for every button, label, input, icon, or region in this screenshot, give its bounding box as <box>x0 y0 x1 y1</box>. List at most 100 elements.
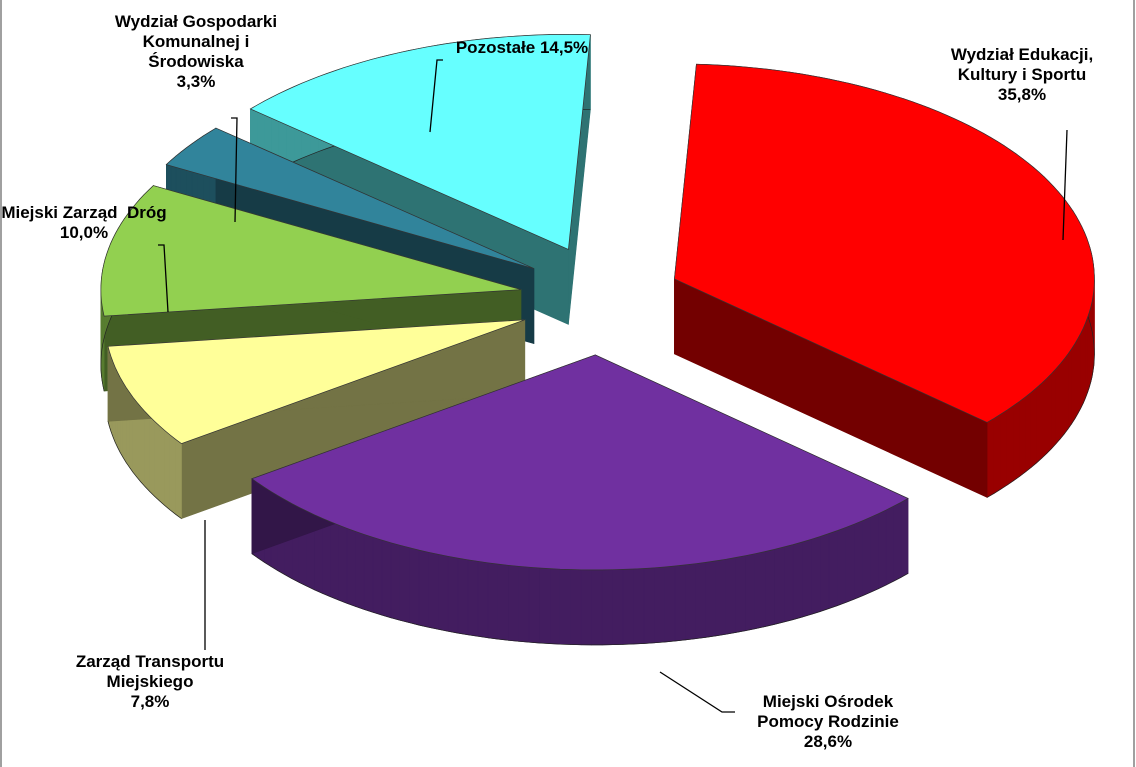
slice-side <box>518 565 530 643</box>
slice-side <box>1060 358 1065 440</box>
slice-side <box>1013 400 1020 482</box>
slice-side <box>725 557 736 635</box>
slice-side <box>1067 347 1072 430</box>
slice-side <box>1025 391 1032 473</box>
slice-side <box>993 413 1002 494</box>
slice-side <box>329 521 339 601</box>
slice-side <box>409 547 420 626</box>
slice-top <box>165 127 535 269</box>
slice-side <box>792 541 803 620</box>
slice-side <box>862 516 872 597</box>
slice-side <box>164 429 171 511</box>
leader-line <box>659 671 735 713</box>
slice-side <box>819 533 830 612</box>
slice-side <box>175 438 182 520</box>
slice-side <box>764 549 775 627</box>
slice-top <box>107 319 525 444</box>
slice-side <box>363 533 374 613</box>
slice-side <box>986 417 995 498</box>
slice-side <box>653 566 666 644</box>
slice-side <box>705 560 717 638</box>
slice-side <box>870 513 879 593</box>
slice <box>674 63 1095 498</box>
slice-side <box>1074 337 1079 420</box>
category-label: Wydział Gospodarki Komunalnej i Środowis… <box>114 12 282 71</box>
leader-line <box>231 117 238 223</box>
slice-side <box>447 555 459 634</box>
slice-side <box>885 505 894 586</box>
data-label: Miejski Ośrodek Pomocy Rodzinie 28,6% <box>728 692 928 752</box>
slice-side <box>467 559 479 637</box>
data-label: Miejski Zarząd Dróg 10,0% <box>0 203 184 243</box>
data-label: Wydział Edukacji, Kultury i Sportu 35,8% <box>935 45 1110 105</box>
slice-side <box>390 542 401 621</box>
slice-outline <box>107 421 182 519</box>
slice-top <box>100 185 521 317</box>
slice-side <box>149 415 155 497</box>
slice <box>251 354 909 646</box>
leader-line <box>158 244 169 313</box>
value-label: 28,6% <box>803 732 853 751</box>
slice-side <box>508 564 520 642</box>
data-label: Pozostałe 14,5% <box>412 38 632 58</box>
slice-side <box>437 553 449 632</box>
leader-lines <box>158 59 1068 713</box>
slice-side <box>754 551 766 630</box>
value-label: 14,5% <box>539 38 589 57</box>
value-label: 35,8% <box>997 85 1047 104</box>
pie <box>100 34 1095 646</box>
slice-side <box>372 536 383 616</box>
slice-side <box>893 501 902 582</box>
slice-side <box>457 557 469 636</box>
slice-side <box>745 553 756 632</box>
slice-side <box>684 563 696 641</box>
slice-side <box>1055 363 1061 445</box>
slice-side <box>810 536 821 615</box>
category-label: Miejski Zarząd Dróg <box>1 203 167 222</box>
slice-side <box>695 562 706 640</box>
slice-outline <box>251 553 909 646</box>
slice-side <box>878 509 887 590</box>
slice-side <box>1077 333 1081 414</box>
slice-top <box>674 63 1095 423</box>
slice-side <box>1000 409 1008 490</box>
category-label: Pozostałe <box>455 38 536 57</box>
slice-side <box>591 569 603 646</box>
slice-side <box>559 568 572 645</box>
slice-top <box>251 354 909 571</box>
slice-side <box>477 560 489 639</box>
slice-side <box>1030 387 1037 469</box>
leader-line <box>1062 129 1068 241</box>
slice-side <box>774 546 785 625</box>
slice-side <box>570 569 582 646</box>
slice-side <box>144 411 150 493</box>
slice-side <box>549 568 561 645</box>
category-label: Zarząd Transportu Miejskiego <box>75 652 229 691</box>
slice-side <box>633 568 645 645</box>
slice-side <box>497 563 509 641</box>
slice-side <box>1019 396 1026 478</box>
category-label: Wydział Edukacji, Kultury i Sportu <box>950 45 1098 84</box>
slice-side <box>1041 377 1048 459</box>
slice-side <box>169 434 176 515</box>
slice-side <box>1051 367 1057 450</box>
data-label: Zarząd Transportu Miejskiego 7,8% <box>60 652 240 712</box>
value-label: 3,3% <box>176 72 216 91</box>
slice-side <box>321 517 331 598</box>
slice-side <box>487 562 499 640</box>
slice-side <box>643 567 655 644</box>
slice-side <box>418 549 429 628</box>
slice-side <box>1080 327 1084 409</box>
slice-side <box>622 568 634 645</box>
slice-side <box>837 526 847 606</box>
slice-side <box>828 530 839 609</box>
slice-side <box>845 523 855 603</box>
slice-side <box>783 544 794 623</box>
slice-side <box>674 564 686 642</box>
slice-side <box>1083 322 1086 404</box>
slice-side <box>715 558 727 637</box>
leader-line <box>429 59 443 133</box>
slice-side <box>346 527 356 607</box>
